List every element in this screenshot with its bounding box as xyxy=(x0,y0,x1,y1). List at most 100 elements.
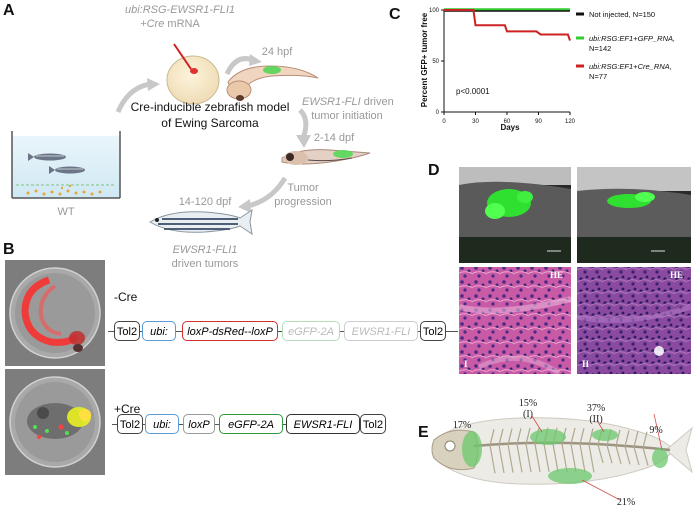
panel-c-letter: C xyxy=(389,6,401,23)
row2-tol2-right: Tol2 xyxy=(360,414,386,434)
chart-axes: 0 30 60 90 120 0 50 100 xyxy=(429,8,576,125)
construct-cre: +Cre xyxy=(140,18,165,30)
construct-label-line1: ubi:RSG-EWSR1-FLI1 xyxy=(124,4,236,16)
survival-chart: Percent GFP+ tumor free Days 0 30 60 90 1200… xyxy=(420,8,675,132)
pct-15-sub-label: (I) xyxy=(523,409,533,420)
chart-series xyxy=(444,8,571,41)
row1-egfp-2a: eGFP-2A xyxy=(282,321,340,341)
fish-rib xyxy=(534,443,541,473)
fish-rib xyxy=(489,445,496,474)
fish-rib xyxy=(588,444,595,473)
he-stain-label-1: HE xyxy=(550,270,564,280)
chart-y-tick-label: 0 xyxy=(436,110,440,116)
fish-rib xyxy=(516,428,522,445)
pct-17-label: 17% xyxy=(452,420,472,431)
row2-ubi-promoter: ubi: xyxy=(145,414,179,434)
fish-rib xyxy=(597,444,604,463)
fish-rib xyxy=(552,443,559,472)
embryo-egg xyxy=(166,55,220,105)
fish-rib xyxy=(561,443,568,472)
tumor-site-dorsal-front xyxy=(530,429,566,445)
fish-rib xyxy=(516,444,523,473)
larva-2-14dpf xyxy=(281,149,371,165)
chart-pvalue: p<0.0001 xyxy=(456,87,490,96)
fish-rib xyxy=(624,430,630,447)
chart-legend-label-2: ubi:RSG:EF1+Cre_RNA, xyxy=(589,62,672,71)
fluorescence-image-1 xyxy=(459,167,571,263)
embryo-plus-cre-image xyxy=(5,369,105,475)
initiation-driven: driven xyxy=(360,96,394,108)
wt-label: WT xyxy=(57,206,75,218)
fluorescence-image-2 xyxy=(577,167,691,263)
adult-zebrafish xyxy=(149,208,253,235)
fish-skeleton-diagram xyxy=(431,413,693,501)
histology-label-i: I xyxy=(464,359,468,369)
arrow-tank-to-egg xyxy=(115,81,151,114)
chart-legend-label-n-1: N=142 xyxy=(589,44,611,53)
progression-label-line1: Tumor xyxy=(287,182,319,194)
construct-label-line2: +Cre mRNA xyxy=(120,18,220,31)
tumor-site-tail xyxy=(652,448,668,468)
pct-37-label: 37% xyxy=(586,403,606,414)
fish-rib xyxy=(633,430,639,448)
zebrafish-2 xyxy=(49,166,85,174)
fish-rib xyxy=(543,443,550,472)
row1-ewsr1-fli: EWSR1-FLI xyxy=(344,321,418,341)
fish-rib xyxy=(642,431,648,448)
fish-rib xyxy=(579,444,586,473)
fish-rib xyxy=(615,445,622,464)
he-stain-label-2: HE xyxy=(670,270,684,280)
fish-rib xyxy=(606,445,613,464)
panel-b-letter: B xyxy=(3,241,15,258)
tumor-site-dorsal-back xyxy=(592,429,618,441)
row2-egfp-2a: eGFP-2A xyxy=(219,414,283,434)
fish-rib xyxy=(525,427,531,445)
row1-tol2-left: Tol2 xyxy=(114,321,140,341)
fish-rib xyxy=(570,443,577,473)
fish-tank xyxy=(11,131,121,199)
fish-rib xyxy=(615,429,621,446)
chart-x-tick-label: 30 xyxy=(472,119,479,125)
construct-mrna: mRNA xyxy=(164,18,200,30)
fish-rib xyxy=(525,443,532,473)
chart-legend-label-n-2: N=77 xyxy=(589,72,607,81)
model-title-line2: of Ewing Sarcoma xyxy=(161,116,259,130)
fish-rib xyxy=(642,447,649,466)
initiation-gene: EWSR1-FLI xyxy=(302,96,361,108)
minus-cre-label: -Cre xyxy=(114,290,138,304)
zebrafish-1 xyxy=(28,153,66,161)
tumor-site-ventral xyxy=(548,468,592,484)
fish-rib xyxy=(633,446,640,466)
chart-legend: Not injected, N=150ubi:RSG:EF1+GFP_RNA,N… xyxy=(576,10,675,81)
tumor-site-head xyxy=(462,431,482,467)
fish-rib xyxy=(588,428,594,445)
pct-21-label: 21% xyxy=(616,497,636,508)
panel-a-letter: A xyxy=(3,2,15,19)
row1-loxp-dsred-loxp: loxP-dsRed--loxP xyxy=(182,321,278,341)
embryo-24hpf xyxy=(226,65,319,101)
chart-x-tick-label: 60 xyxy=(504,119,511,125)
row2-ewsr1-fli: EWSR1-FLI xyxy=(286,414,360,434)
chart-y-tick-label: 50 xyxy=(432,59,439,65)
chart-ylabel: Percent GFP+ tumor free xyxy=(420,12,429,107)
chart-x-tick-label: 90 xyxy=(535,119,542,125)
fish-rib xyxy=(507,428,513,445)
fish-rib xyxy=(489,429,495,446)
row1-tol2-right: Tol2 xyxy=(420,321,446,341)
chart-series-line-2 xyxy=(444,9,571,41)
row2-loxp: loxP xyxy=(183,414,215,434)
model-title-line1: Cre-inducible zebrafish model xyxy=(130,100,290,114)
panel-a-illustration xyxy=(11,43,371,235)
he-image-1 xyxy=(459,267,572,374)
stage-2-14dpf-label: 2-14 dpf xyxy=(313,132,355,144)
row2-tol2-left: Tol2 xyxy=(117,414,143,434)
initiation-label-line1: EWSR1-FLI driven xyxy=(302,96,394,109)
fish-rib xyxy=(624,446,631,465)
fish-tail xyxy=(665,426,693,474)
chart-x-tick-label: 0 xyxy=(442,119,446,125)
fish-rib xyxy=(498,444,505,474)
initiation-label-line2: tumor initiation xyxy=(311,110,383,122)
pct-9-label: 9% xyxy=(649,425,663,436)
panel-e-letter: E xyxy=(418,424,429,441)
chart-y-tick-label: 100 xyxy=(429,8,440,14)
